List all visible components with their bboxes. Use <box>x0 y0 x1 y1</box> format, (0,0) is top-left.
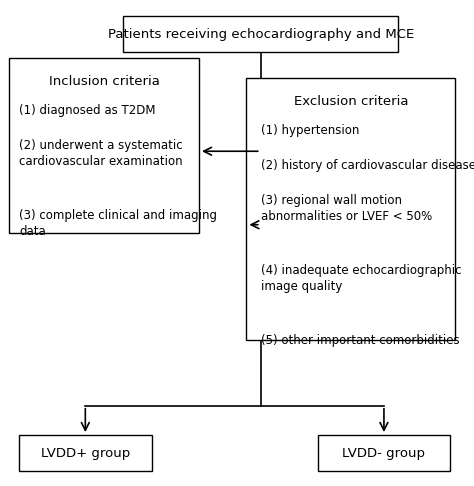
Text: Inclusion criteria: Inclusion criteria <box>49 75 160 88</box>
Text: (1) hypertension: (1) hypertension <box>261 124 359 137</box>
FancyBboxPatch shape <box>318 435 450 471</box>
Text: Exclusion criteria: Exclusion criteria <box>293 95 408 107</box>
Text: (2) underwent a systematic
cardiovascular examination: (2) underwent a systematic cardiovascula… <box>19 139 182 169</box>
FancyBboxPatch shape <box>9 58 199 233</box>
Text: (4) inadequate echocardiographic
image quality: (4) inadequate echocardiographic image q… <box>261 264 461 293</box>
Text: LVDD+ group: LVDD+ group <box>41 447 130 460</box>
Text: Patients receiving echocardiography and MCE: Patients receiving echocardiography and … <box>108 28 414 40</box>
Text: (1) diagnosed as T2DM: (1) diagnosed as T2DM <box>19 104 155 118</box>
FancyBboxPatch shape <box>246 78 455 340</box>
Text: (3) regional wall motion
abnormalities or LVEF < 50%: (3) regional wall motion abnormalities o… <box>261 194 432 223</box>
Text: (5) other important comorbidities: (5) other important comorbidities <box>261 334 459 347</box>
Text: (2) history of cardiovascular disease: (2) history of cardiovascular disease <box>261 159 474 172</box>
FancyBboxPatch shape <box>123 16 398 52</box>
Text: (3) complete clinical and imaging
data: (3) complete clinical and imaging data <box>19 209 217 239</box>
Text: LVDD- group: LVDD- group <box>342 447 426 460</box>
FancyBboxPatch shape <box>19 435 152 471</box>
